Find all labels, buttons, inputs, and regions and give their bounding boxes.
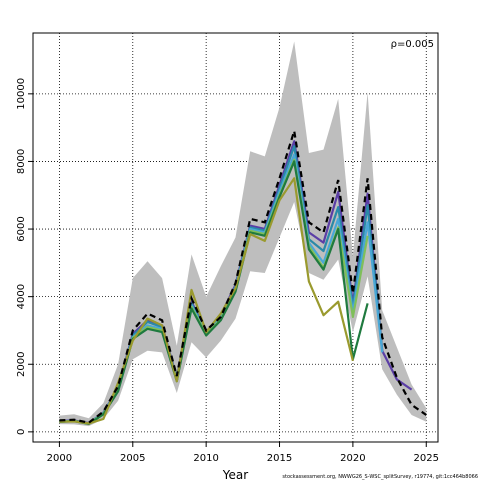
reference-series-line [59,130,427,424]
x-axis: 2000 2005 2010 2015 2020 2025 [47,442,439,464]
y-tick-label: 2000 [16,352,27,377]
y-tick-label: 4000 [16,284,27,309]
y-tick-label: 0 [16,429,27,435]
grid [33,33,438,442]
y-axis: 0 2000 4000 6000 8000 10000 [16,78,33,435]
source-footnote: stockassessment.org, NWWG26_S-WSC_splitS… [282,474,478,480]
x-axis-title: Year [222,468,248,480]
x-tick-label: 2005 [120,453,145,464]
x-tick-label: 2015 [267,453,292,464]
y-tick-label: 8000 [16,149,27,174]
series-line-6 [59,177,354,425]
y-tick-label: 10000 [16,78,27,110]
x-tick-label: 2000 [47,453,72,464]
x-tick-label: 2020 [340,453,365,464]
x-tick-label: 2025 [414,453,439,464]
rho-annotation: ρ=0.005 [391,39,434,50]
x-tick-label: 2010 [193,453,218,464]
plot-frame [32,32,439,443]
y-tick-label: 6000 [16,216,27,241]
reference-line [59,130,427,424]
